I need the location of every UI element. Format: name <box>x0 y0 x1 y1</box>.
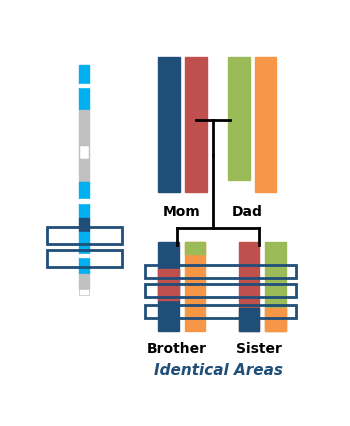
Bar <box>254 57 276 192</box>
Bar <box>265 242 286 331</box>
Bar <box>79 257 89 273</box>
Bar <box>239 308 259 331</box>
Bar <box>79 65 89 84</box>
Bar <box>79 182 89 199</box>
Bar <box>79 273 89 289</box>
Bar <box>79 203 89 218</box>
Bar <box>265 308 286 331</box>
Bar <box>145 305 296 317</box>
Bar <box>79 84 89 87</box>
Bar <box>47 227 122 244</box>
Text: Mom: Mom <box>163 205 201 219</box>
Bar <box>47 250 122 267</box>
Bar <box>145 285 296 297</box>
Bar <box>185 242 205 331</box>
Bar <box>228 57 250 181</box>
Bar <box>159 242 178 331</box>
Text: Identical Areas: Identical Areas <box>154 363 283 378</box>
Bar <box>79 289 89 295</box>
Bar <box>79 87 89 110</box>
Bar <box>79 218 89 232</box>
Bar <box>79 110 89 145</box>
Bar <box>239 242 259 331</box>
Bar <box>159 269 178 300</box>
Bar <box>159 57 180 192</box>
Bar <box>185 57 206 192</box>
Bar <box>79 232 89 253</box>
Bar <box>79 199 89 203</box>
Text: Sister: Sister <box>236 342 282 356</box>
Text: Dad: Dad <box>231 205 262 219</box>
Bar <box>185 242 205 254</box>
Bar <box>145 265 296 277</box>
Bar <box>79 159 89 182</box>
Text: Brother: Brother <box>147 342 207 356</box>
Bar <box>79 253 89 257</box>
Bar <box>79 145 89 159</box>
